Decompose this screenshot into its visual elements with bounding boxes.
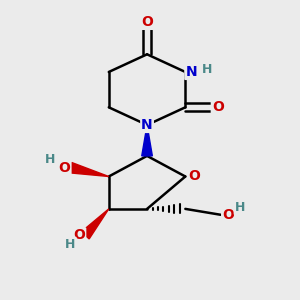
Text: O: O [58,161,70,175]
Text: H: H [235,201,245,214]
Polygon shape [69,163,109,176]
Polygon shape [142,125,152,156]
Text: H: H [202,62,213,76]
Text: N: N [185,65,197,79]
Text: N: N [141,118,153,132]
Text: H: H [45,153,56,166]
Text: H: H [65,238,76,251]
Text: O: O [222,208,234,222]
Text: O: O [212,100,224,114]
Text: O: O [73,228,85,242]
Polygon shape [81,209,109,239]
Text: O: O [141,15,153,29]
Text: O: O [188,169,200,184]
